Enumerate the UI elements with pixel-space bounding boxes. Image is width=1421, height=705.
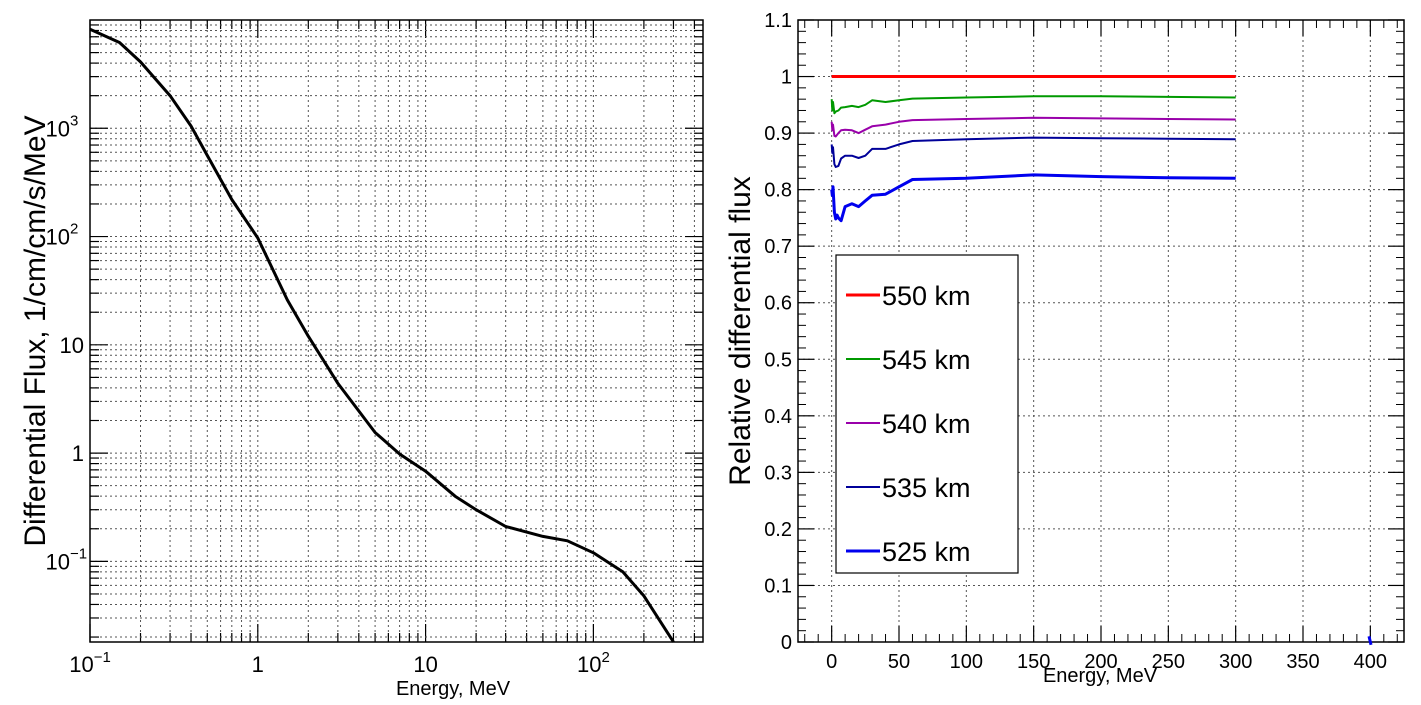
left-x-tick-label: 10 [413, 652, 437, 677]
left-plot-frame [89, 19, 704, 643]
legend-label-525-km: 525 km [882, 537, 971, 567]
left-y-tick-label-base: 1 [72, 441, 84, 466]
left-y-tick-label-exp: −1 [70, 545, 87, 562]
right-x-tick-label: 300 [1219, 651, 1252, 673]
left-x-tick-label-exp: −1 [94, 649, 111, 666]
left-x-tick-label: 1 [252, 652, 264, 677]
right-x-tick-label: 350 [1286, 651, 1319, 673]
right-series-outlier-mark [1367, 635, 1373, 646]
left-y-tick-label: 10 [46, 225, 70, 250]
left-series-line [89, 27, 675, 643]
left-y-axis-title: Differential Flux, 1/cm/cm/s/MeV [19, 115, 52, 546]
right-x-tick-label: 100 [950, 651, 983, 673]
left-x-tick-label-base: 1 [252, 652, 264, 677]
right-y-tick-label: 0.2 [764, 519, 792, 541]
right-legend-box [835, 254, 1019, 574]
left-x-tick-label-exp: 2 [601, 649, 609, 666]
left-x-tick-label: 102 [577, 649, 610, 677]
right-y-tick-label: 0 [781, 632, 792, 654]
right-series-line-525-km [830, 173, 1236, 223]
right-x-tick-label: 250 [1152, 651, 1185, 673]
right-x-tick-label: 400 [1354, 651, 1387, 673]
left-y-tick-label-base: 10 [46, 225, 70, 250]
right-y-tick-label: 0.4 [764, 406, 792, 428]
left-x-tick-label-base: 10 [69, 652, 93, 677]
right-legend: 550 km 545 km 540 km 535 km 525 km [835, 254, 1019, 574]
legend-label-545-km: 545 km [882, 345, 971, 375]
right-y-tick-label: 1.1 [764, 10, 792, 32]
left-x-tick-label-base: 10 [577, 652, 601, 677]
right-y-tick-label: 0.9 [764, 123, 792, 145]
right-x-tick-label: 0 [826, 651, 837, 673]
right-y-tick-label: 0.3 [764, 462, 792, 484]
legend-label-550-km: 550 km [882, 281, 971, 311]
left-y-tick-label-exp: 2 [70, 221, 78, 238]
right-y-tick-label: 0.8 [764, 180, 792, 202]
right-plot-frame [797, 19, 1405, 643]
right-x-axis-title: Energy, MeV [1043, 665, 1158, 687]
left-y-tick-label: 10 [46, 116, 70, 141]
legend-label-540-km: 540 km [882, 409, 971, 439]
right-x-tick-label: 200 [1084, 651, 1117, 673]
right-y-tick-label: 0.7 [764, 236, 792, 258]
right-y-tick-label: 0.5 [764, 349, 792, 371]
left-x-tick-label: 10−1 [69, 649, 111, 677]
left-y-tick-label: 10 [60, 333, 84, 358]
right-series-line-540-km [830, 116, 1236, 138]
right-series-line-535-km [830, 136, 1236, 168]
left-x-tick-label-base: 10 [413, 652, 437, 677]
left-y-tick-label-base: 10 [46, 116, 70, 141]
right-y-axis-title: Relative differential flux [724, 176, 757, 486]
left-y-tick-label-exp: 3 [70, 112, 78, 129]
left-y-tick-label-base: 10 [46, 549, 70, 574]
right-x-tick-label: 50 [888, 651, 910, 673]
left-y-tick-label: 1 [72, 441, 84, 466]
right-y-tick-label: 0.6 [764, 293, 792, 315]
left-y-tick-label: 10 [46, 549, 70, 574]
left-x-axis-title: Energy, MeV [396, 678, 511, 700]
right-y-tick-label: 0.1 [764, 575, 792, 597]
right-y-tick-label: 1 [781, 67, 792, 89]
legend-label-535-km: 535 km [882, 473, 971, 503]
right-series-line-545-km [830, 95, 1236, 115]
right-chart-relative-flux: 0 50 100 150 200 250 300 350 400 0 0.1 0.2 0.3 0.4 0.5… [724, 10, 1405, 687]
right-x-tick-label: 150 [1017, 651, 1050, 673]
left-y-tick-label-base: 10 [60, 333, 84, 358]
